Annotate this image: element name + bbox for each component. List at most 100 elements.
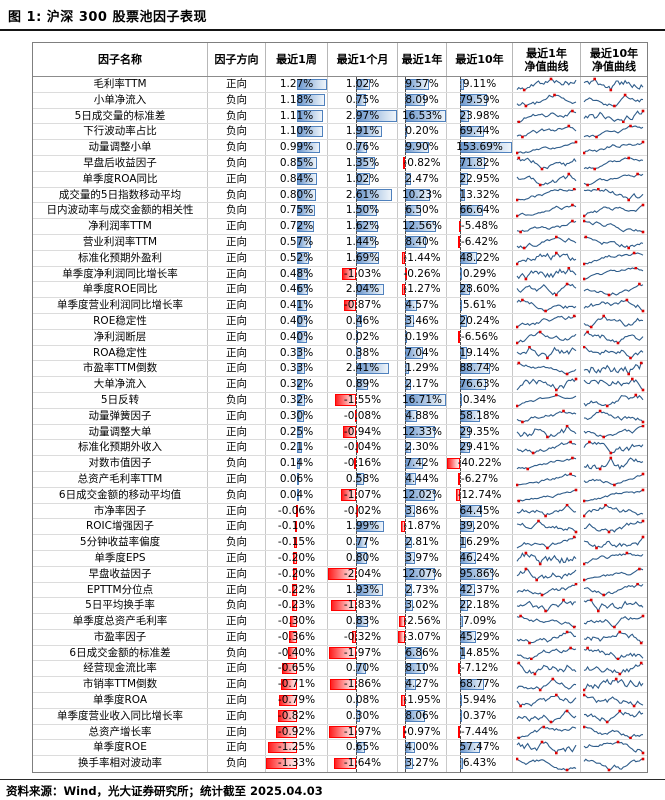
databar-positive xyxy=(297,441,303,454)
databar-axis xyxy=(460,219,462,234)
databar-negative xyxy=(294,520,298,533)
sparkline-chart xyxy=(516,741,576,755)
sparkline-path xyxy=(516,615,576,628)
value-cell-week: 0.33% xyxy=(266,345,328,361)
sparkline-marker xyxy=(583,578,586,581)
databar-negative xyxy=(341,268,357,280)
databar-axis xyxy=(405,155,407,171)
value-text: 42.37% xyxy=(459,583,500,596)
sparkline-marker xyxy=(524,551,527,555)
sparkline-path xyxy=(583,552,644,565)
databar-axis xyxy=(405,203,407,219)
sparkline-path xyxy=(516,567,576,581)
sparkline-path xyxy=(516,678,576,692)
sparkline-path xyxy=(516,94,576,107)
col-header-curve-10y-line2: 净值曲线 xyxy=(592,59,636,73)
value-text: -1.86% xyxy=(343,678,382,691)
sparkline-10y-cell xyxy=(581,124,647,139)
sparkline-marker xyxy=(634,393,638,397)
value-text: 0.70% xyxy=(345,662,380,675)
sparkline-10y-cell xyxy=(581,282,647,297)
value-cell-year: 12.33% xyxy=(398,424,447,440)
table-row: ROIC增强因子 正向 -0.10% 1.99% -1.87% 39.20% xyxy=(33,519,647,536)
sparkline-path xyxy=(583,425,644,439)
value-cell-month: -2.04% xyxy=(328,566,398,582)
factor-name-cell: 换手率相对波动率 xyxy=(33,756,208,773)
sparkline-marker xyxy=(602,594,605,597)
value-text: 0.30% xyxy=(279,409,314,422)
sparkline-chart xyxy=(583,583,644,597)
sparkline-chart xyxy=(583,124,644,139)
value-cell-week: 0.41% xyxy=(266,298,328,313)
databar-axis xyxy=(356,77,358,92)
value-text: -2.04% xyxy=(343,567,382,580)
sparkline-marker xyxy=(517,736,520,739)
sparkline-marker xyxy=(570,109,574,112)
sparkline-chart xyxy=(583,219,645,234)
value-text: 0.77% xyxy=(345,536,380,549)
sparkline-marker xyxy=(641,230,645,234)
sparkline-1y-cell xyxy=(513,187,581,203)
databar-negative xyxy=(277,710,298,722)
sparkline-marker xyxy=(533,673,536,676)
factor-name-cell: 下行波动率占比 xyxy=(33,124,208,140)
factor-direction-cell: 负向 xyxy=(208,456,266,471)
factor-direction-cell: 正向 xyxy=(208,471,266,487)
databar-axis xyxy=(405,550,407,566)
sparkline-path xyxy=(583,741,644,754)
factor-direction-cell: 正向 xyxy=(208,377,266,392)
sparkline-10y-cell xyxy=(581,756,647,772)
sparkline-chart xyxy=(516,361,576,376)
databar-positive xyxy=(297,489,300,501)
sparkline-path xyxy=(516,457,576,470)
value-text: 58.18% xyxy=(459,409,500,422)
sparkline-marker xyxy=(614,677,618,681)
sparkline-chart xyxy=(515,393,576,408)
databar-positive xyxy=(297,331,307,343)
table-row: 6日成交金额的移动平均值 负向 0.04% -1.07% 12.02% -12.74% xyxy=(33,487,647,504)
databar-axis xyxy=(356,92,358,108)
sparkline-marker xyxy=(638,282,641,286)
factor-name-cell: 总资产毛利率TTM xyxy=(33,471,208,487)
factor-direction-cell: 正向 xyxy=(208,345,266,361)
sparkline-marker xyxy=(629,124,632,128)
databar-axis xyxy=(405,266,407,282)
sparkline-marker xyxy=(636,583,639,586)
col-header-curve-10y-line1: 最近10年 xyxy=(589,46,639,60)
value-cell-week: 0.52% xyxy=(266,250,328,266)
value-cell-week: 0.30% xyxy=(266,408,328,424)
value-cell-week: 0.46% xyxy=(266,282,328,298)
sparkline-path xyxy=(516,551,576,566)
table-row: 总资产增长率 正向 -0.92% -1.97% -0.97% -7.44% xyxy=(33,724,647,741)
sparkline-marker xyxy=(595,135,598,139)
databar-axis xyxy=(460,440,462,456)
databar-negative xyxy=(458,236,461,248)
sparkline-marker xyxy=(583,262,586,265)
sparkline-marker xyxy=(515,341,518,344)
databar-axis xyxy=(460,708,462,724)
value-text: 0.19% xyxy=(405,330,439,343)
sparkline-marker xyxy=(631,377,634,381)
databar-negative xyxy=(403,726,406,738)
value-text: 12.33% xyxy=(401,425,443,438)
databar-negative xyxy=(292,568,298,580)
sparkline-path xyxy=(583,299,644,312)
sparkline-chart xyxy=(516,725,576,739)
table-row: 下行波动率占比 负向 1.10% 1.91% 0.20% 69.44% xyxy=(33,124,647,141)
sparkline-marker xyxy=(565,372,568,376)
sparkline-1y-cell xyxy=(513,519,581,535)
factor-name-cell: 单季度EPS xyxy=(33,550,208,566)
databar-axis xyxy=(405,329,407,345)
sparkline-marker xyxy=(641,203,645,207)
value-text: -2.56% xyxy=(403,615,441,628)
value-cell-month: 0.75% xyxy=(328,92,398,108)
value-cell-tenyear: 28.60% xyxy=(447,282,513,298)
value-text: 0.34% xyxy=(462,393,497,406)
sparkline-chart xyxy=(515,330,576,344)
value-text: 2.81% xyxy=(405,536,439,549)
factor-direction-cell: 负向 xyxy=(208,187,266,203)
factor-direction-cell: 正向 xyxy=(208,677,266,693)
databar-positive xyxy=(297,173,317,185)
factor-direction-cell: 负向 xyxy=(208,535,266,550)
sparkline-marker xyxy=(613,625,616,629)
